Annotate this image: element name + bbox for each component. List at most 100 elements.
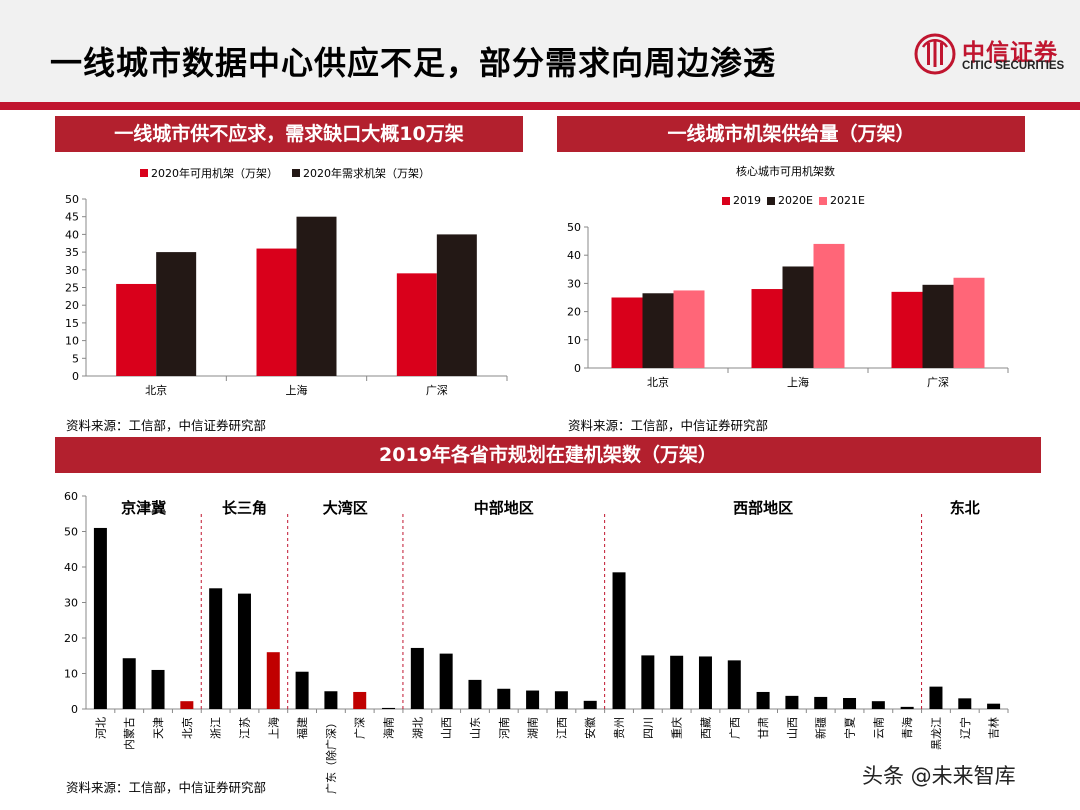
chart3-bar	[958, 698, 972, 709]
chart2-y-tick-label: 20	[567, 306, 581, 319]
chart1-y-tick-label: 20	[65, 299, 79, 312]
logo-english: CITIC SECURITIES	[962, 60, 1065, 72]
chart1-bar	[296, 216, 337, 376]
chart3-region-label: 东北	[950, 499, 980, 517]
chart1-bar	[156, 252, 197, 376]
chart1-bar	[396, 273, 437, 376]
chart2-banner: 一线城市机架供给量（万架）	[557, 116, 1025, 152]
chart2-x-tick-label: 北京	[647, 375, 669, 389]
header-bar	[0, 0, 1080, 102]
chart1-y-tick-label: 10	[65, 335, 79, 348]
chart2-legend-item: 2021E	[818, 194, 865, 207]
chart1-y-tick-label: 0	[72, 370, 79, 383]
chart3-region-label: 大湾区	[323, 499, 368, 517]
chart3-bar	[554, 691, 568, 709]
chart1-y-tick-label: 40	[65, 228, 79, 241]
chart2-y-tick-label: 50	[567, 221, 581, 234]
chart3-x-tick-label: 新疆	[814, 717, 828, 739]
chart3-source: 资料来源：工信部，中信证券研究部	[66, 780, 267, 795]
chart3-bar	[987, 703, 1001, 709]
chart3-x-tick-label: 浙江	[210, 717, 223, 739]
chart1-banner: 一线城市供不应求，需求缺口大概10万架	[55, 116, 523, 152]
chart1-y-tick-label: 45	[65, 211, 79, 224]
chart1-source: 资料来源：工信部，中信证券研究部	[66, 418, 267, 433]
chart3-bar	[468, 679, 482, 709]
chart1-legend-item: 2020年可用机架（万架）	[140, 165, 278, 181]
chart3-y-tick-label: 60	[64, 490, 78, 503]
chart2-y-tick-label: 40	[567, 249, 581, 262]
chart3-x-tick-label: 山西	[786, 717, 799, 739]
chart3-bar	[526, 690, 540, 709]
chart3-region-label: 中部地区	[474, 499, 534, 517]
chart2-legend-item: 2020E	[767, 194, 813, 207]
chart2-y-tick-label: 30	[567, 277, 581, 290]
page-title: 一线城市数据中心供应不足，部分需求向周边渗透	[50, 44, 777, 82]
chart3-y-tick-label: 10	[64, 668, 78, 681]
chart2-subtitle: 核心城市可用机架数	[736, 165, 835, 178]
chart3-x-tick-label: 云南	[872, 717, 885, 739]
chart2-bar	[922, 284, 954, 368]
chart3-x-tick-label: 福建	[295, 717, 309, 739]
chart3-bar	[151, 669, 165, 709]
chart3-bar	[122, 658, 136, 709]
chart3-y-tick-label: 0	[71, 703, 78, 716]
chart3-region-label: 长三角	[222, 499, 267, 517]
logo-name: 中信证券	[962, 39, 1058, 66]
chart3-bar	[929, 686, 943, 709]
chart3-bar	[353, 691, 367, 709]
chart3-x-tick-label: 天津	[152, 717, 165, 739]
chart3-x-tick-label: 河南	[498, 717, 511, 739]
chart1-y-tick-label: 15	[65, 317, 79, 330]
chart2-legend-swatch	[722, 196, 730, 205]
chart1-bar	[436, 234, 477, 376]
chart3-bar	[382, 707, 396, 709]
citic-logo-icon	[914, 33, 956, 75]
header-accent-line	[0, 102, 1080, 110]
chart3-x-tick-label: 安徽	[583, 717, 597, 739]
chart3-x-tick-label: 重庆	[670, 717, 684, 739]
chart3-x-tick-label: 西藏	[699, 717, 712, 739]
chart3-x-tick-label: 宁夏	[843, 717, 857, 739]
chart3-x-tick-label: 黑龙江	[930, 717, 943, 750]
chart2-legend: 2019 2020E 2021E	[722, 194, 879, 207]
chart3-x-tick-label: 河北	[94, 717, 107, 739]
chart3-x-tick-label: 湖北	[411, 717, 424, 739]
chart3-banner-text: 2019年各省市规划在建机架数（万架）	[379, 444, 717, 466]
chart2-bar	[611, 297, 643, 368]
chart3-bar	[410, 647, 424, 709]
chart1-y-tick-label: 30	[65, 264, 79, 277]
chart1-x-tick-label: 北京	[145, 383, 167, 397]
chart3-y-tick-label: 50	[64, 526, 78, 539]
chart3-bar	[900, 706, 914, 709]
chart3-x-tick-label: 内蒙古	[122, 717, 136, 750]
chart1-legend-swatch	[140, 169, 148, 177]
chart1-bar	[116, 283, 157, 376]
chart3-bar	[93, 527, 107, 709]
chart3-region-label: 京津冀	[121, 499, 166, 517]
chart2-banner-text: 一线城市机架供给量（万架）	[667, 123, 915, 145]
chart1-y-tick-label: 35	[65, 246, 79, 259]
chart3-bar	[756, 691, 770, 709]
chart3-y-tick-label: 40	[64, 561, 78, 574]
chart3-x-tick-label: 四川	[642, 717, 655, 739]
chart2-bar	[953, 277, 985, 368]
chart3-x-tick-label: 江西	[555, 717, 568, 739]
chart2-bar	[782, 266, 814, 368]
chart3-bar	[785, 695, 799, 709]
chart2-bar	[891, 291, 923, 368]
chart3-bar	[871, 701, 885, 709]
chart1-legend-label: 2020年可用机架（万架）	[151, 167, 278, 180]
chart2-legend-label: 2020E	[778, 194, 813, 207]
chart3-x-tick-label: 海南	[382, 717, 396, 739]
chart3-bar	[698, 656, 712, 709]
chart2-bar	[813, 243, 845, 368]
chart3-bar	[814, 696, 828, 709]
chart3-region-label: 西部地区	[733, 499, 793, 517]
chart2-source: 资料来源：工信部，中信证券研究部	[568, 418, 769, 433]
chart2-bar	[642, 293, 674, 368]
chart1-y-tick-label: 25	[65, 282, 79, 295]
chart2-x-tick-label: 上海	[787, 375, 809, 389]
chart2-x-tick-label: 广深	[927, 376, 949, 389]
chart3-bar	[843, 697, 857, 709]
chart3-x-tick-label: 贵州	[613, 717, 626, 739]
